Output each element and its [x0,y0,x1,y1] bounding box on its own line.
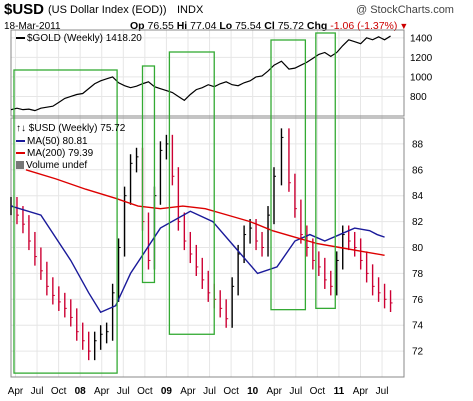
usd-y-tick-label-1: 74 [412,321,424,332]
highlight-box [141,65,156,284]
x-tick-label-9: Jul [203,386,216,397]
ma200-swatch-icon [16,152,25,155]
chart-date: 18-Mar-2011 [4,21,61,32]
x-tick-label-3: 08 [75,386,87,397]
usd-y-tick-label-3: 78 [412,269,424,280]
gold-y-tick-label-3: 1400 [410,33,433,44]
gold-legend-label: $GOLD (Weekly) 1418.20 [27,33,142,44]
x-tick-label-11: 10 [247,386,259,397]
usd-panel-frame [10,117,405,378]
gold-swatch-icon [16,37,25,40]
chart-symbol: $USD [4,1,45,18]
gold-series-line [10,35,391,112]
ma200-legend-label: MA(200) 79.39 [27,148,94,159]
highlight-box [315,32,336,310]
volume-legend: Volume undef [16,160,87,171]
brand-watermark: @ StockCharts.com [356,4,454,16]
x-tick-label-12: Apr [266,386,282,397]
gold-y-tick-label-1: 1000 [410,72,433,83]
high-value: 77.04 [190,20,217,32]
highlight-box [13,69,118,374]
ma200-legend: MA(200) 79.39 [16,148,93,159]
change-value: -1.06 (-1.37%) [330,20,398,32]
open-value: 76.55 [147,20,174,32]
usd-y-tick-label-4: 80 [412,243,424,254]
low-value: 75.54 [235,20,262,32]
change-label: Chg [306,20,328,32]
ma50-line [10,205,385,314]
usd-y-tick-label-7: 86 [412,165,424,176]
ma200-line [25,169,385,256]
ma50-swatch-icon [16,140,25,143]
x-tick-label-8: Apr [180,386,196,397]
x-tick-label-2: Oct [51,386,67,397]
x-tick-label-17: Jul [376,386,389,397]
volume-legend-label: Volume undef [26,160,88,171]
x-tick-label-4: Apr [94,386,110,397]
down-triangle-icon: ▼ [399,21,409,31]
ma50-legend: MA(50) 80.81 [16,136,88,147]
low-label: Lo [219,20,233,32]
close-label: Cl [264,20,275,32]
usd-y-tick-label-8: 88 [412,139,424,150]
gold-y-tick-label-0: 800 [410,92,427,103]
x-tick-label-10: Oct [223,386,239,397]
chart-name: (US Dollar Index (EOD)) [48,4,167,16]
usd-legend: ↑↓ $USD (Weekly) 75.72 [16,123,125,134]
highlight-box [168,51,215,335]
x-tick-label-0: Apr [8,386,24,397]
bars-icon: ↑↓ [16,123,26,134]
ohlc-stats: Op 76.55 Hi 77.04 Lo 75.54 Cl 75.72 Chg … [130,20,408,32]
x-tick-label-13: Jul [289,386,302,397]
volume-swatch-icon [16,161,24,170]
usd-legend-label: $USD (Weekly) 75.72 [28,123,126,134]
x-tick-label-16: Apr [353,386,369,397]
chart-exchange: INDX [177,4,204,16]
high-label: Hi [176,20,188,32]
x-tick-label-7: 09 [161,386,173,397]
usd-y-tick-label-2: 76 [412,295,424,306]
x-tick-label-5: Jul [117,386,130,397]
usd-y-tick-label-6: 84 [412,191,424,202]
close-value: 75.72 [277,20,304,32]
x-tick-label-14: Oct [310,386,326,397]
usd-y-tick-label-5: 82 [412,217,424,228]
gold-legend: $GOLD (Weekly) 1418.20 [16,33,142,44]
usd-y-tick-label-0: 72 [412,347,424,358]
gold-y-tick-label-2: 1200 [410,53,433,64]
x-tick-label-15: 11 [334,386,345,397]
open-label: Op [130,20,145,32]
gold-panel-frame [10,29,405,117]
highlight-box [270,39,307,311]
x-tick-label-1: Jul [31,386,44,397]
x-tick-label-6: Oct [137,386,153,397]
ma50-legend-label: MA(50) 80.81 [27,136,88,147]
